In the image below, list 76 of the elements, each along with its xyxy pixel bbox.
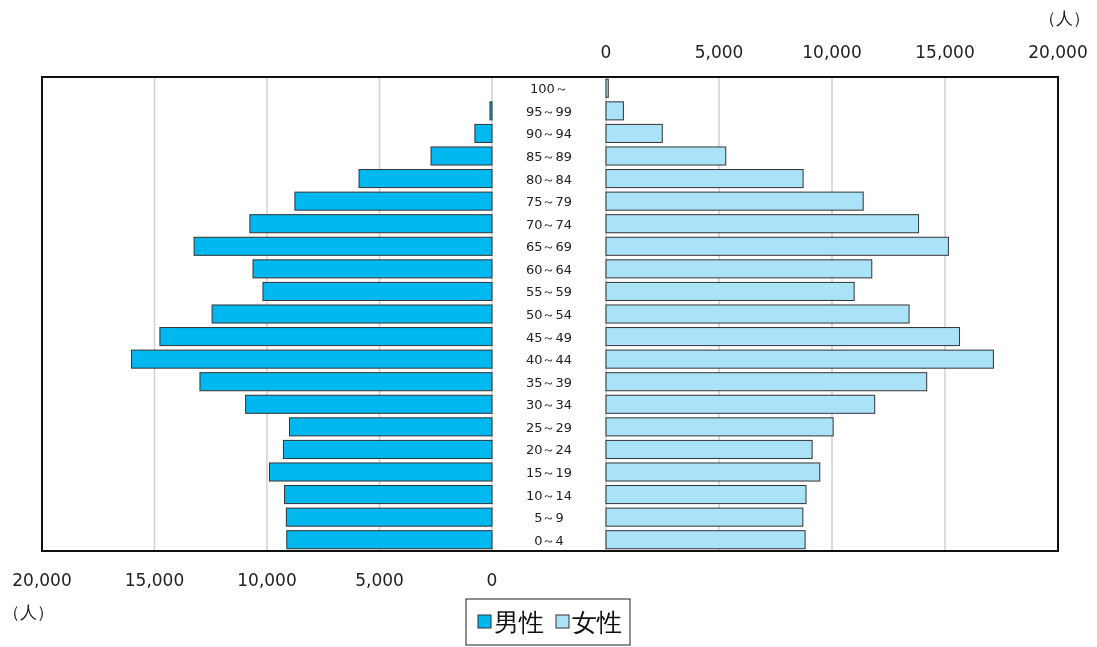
bar <box>268 462 493 482</box>
bar <box>199 372 493 392</box>
x2-tick-label: 15,000 <box>915 42 975 62</box>
x2-tick-label: 10,000 <box>802 42 862 62</box>
bar <box>245 394 493 414</box>
y-tick-label: 10～14 <box>525 487 573 503</box>
bar <box>289 417 493 437</box>
bar <box>605 485 807 505</box>
y-tick-label: 60～64 <box>525 261 573 277</box>
bar <box>605 530 806 550</box>
y-tick-label: 25～29 <box>525 419 573 435</box>
bar <box>605 349 994 369</box>
x2-tick-label: 0 <box>600 42 612 62</box>
bar <box>605 78 609 98</box>
bar <box>605 372 928 392</box>
y-tick-label: 80～84 <box>525 171 573 187</box>
y-tick-label: 35～39 <box>525 374 573 390</box>
bar <box>474 123 493 143</box>
bar <box>605 417 834 437</box>
y-tick-label: 55～59 <box>525 284 573 300</box>
y-tick-label: 5～9 <box>534 510 564 526</box>
y-tick-label: 30～34 <box>525 397 573 413</box>
y-tick-label: 95～99 <box>525 103 573 119</box>
y-tick-label: 0～4 <box>534 532 564 548</box>
y-tick-label: 70～74 <box>525 216 573 232</box>
y-tick-label: 15～19 <box>525 465 573 480</box>
bar <box>605 123 663 143</box>
bar <box>358 169 493 189</box>
bar <box>605 462 821 482</box>
bar <box>252 259 493 279</box>
y-tick-label: 65～69 <box>525 239 573 255</box>
bar <box>605 101 624 121</box>
y-tick-label: 85～89 <box>525 149 573 164</box>
bar <box>605 281 855 301</box>
y-tick-label: 50～54 <box>525 307 573 322</box>
y-tick-label: 40～44 <box>525 352 573 368</box>
y-tick-label: 20～24 <box>525 442 573 458</box>
bar <box>294 191 493 211</box>
bar <box>605 394 876 414</box>
bar <box>284 485 493 505</box>
x-axis-title: （人） <box>2 602 54 622</box>
x2-tick-label: 5,000 <box>694 42 744 62</box>
legend-label: 男性 <box>494 608 544 637</box>
y-tick-label: 100～ <box>530 81 568 97</box>
bar <box>262 281 493 301</box>
bar <box>605 439 813 459</box>
bar <box>131 349 493 369</box>
bar <box>605 507 804 527</box>
bar <box>282 439 493 459</box>
bar <box>430 146 493 166</box>
x-tick-label: 0 <box>486 570 498 590</box>
y-tick-label: 90～94 <box>525 126 573 142</box>
x-tick-label: 20,000 <box>12 570 72 590</box>
bar <box>193 236 493 256</box>
bar <box>605 327 960 347</box>
y-tick-label: 45～49 <box>525 329 573 345</box>
bar <box>159 327 493 347</box>
y-tick-label: 75～79 <box>525 194 573 210</box>
x2-tick-label: 20,000 <box>1028 42 1088 62</box>
bar <box>286 530 493 550</box>
bar <box>489 101 493 121</box>
bar <box>605 236 949 256</box>
bar <box>605 304 910 324</box>
x-tick-label: 5,000 <box>355 570 404 590</box>
bar <box>285 507 493 527</box>
legend-label: 女性 <box>572 608 622 637</box>
bar <box>211 304 493 324</box>
bar <box>605 169 804 189</box>
bar <box>605 214 920 234</box>
bar <box>605 191 864 211</box>
bar <box>605 146 727 166</box>
x-tick-label: 10,000 <box>237 570 297 590</box>
bar <box>605 259 873 279</box>
bar <box>249 214 493 234</box>
x2-axis-title: （人） <box>1039 8 1090 28</box>
x-tick-label: 15,000 <box>124 570 185 590</box>
